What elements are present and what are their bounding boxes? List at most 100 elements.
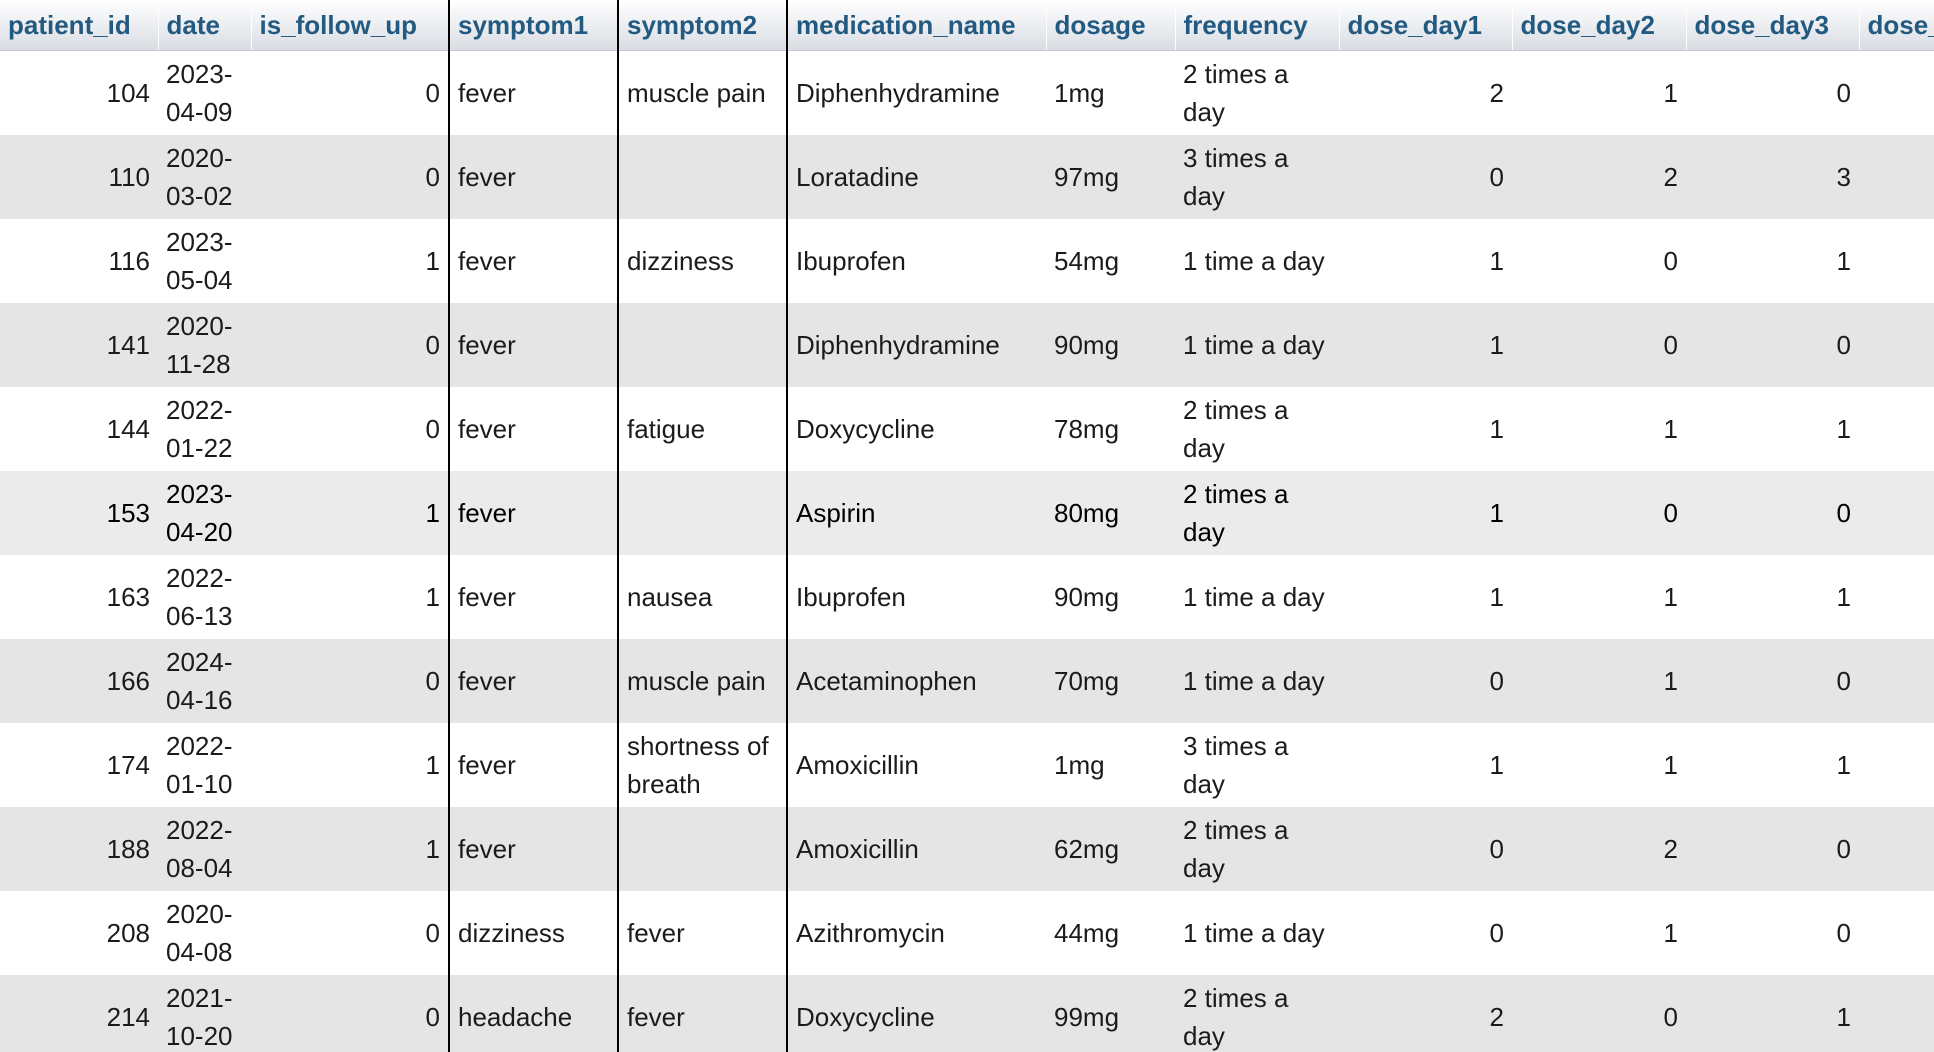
cell-medication-name[interactable]: Ibuprofen <box>786 555 1046 639</box>
cell-dosage[interactable]: 1mg <box>1046 723 1175 807</box>
cell-symptom2[interactable]: fatigue <box>617 387 787 471</box>
cell-date[interactable]: 2020-11-28 <box>158 303 251 387</box>
cell-symptom1[interactable]: fever <box>448 471 618 555</box>
column-header-medication-name[interactable]: medication_name <box>786 0 1047 51</box>
cell-is-follow-up[interactable]: 0 <box>251 387 449 471</box>
cell-symptom2[interactable]: nausea <box>617 555 787 639</box>
cell-is-follow-up[interactable]: 0 <box>251 639 449 723</box>
cell-symptom1[interactable]: fever <box>448 135 618 219</box>
table-row[interactable]: 104 2023-04-09 0 fever muscle pain Diphenhydr… <box>0 50 1934 135</box>
cell-symptom2[interactable]: fever <box>617 891 787 975</box>
cell-dose-day1[interactable]: 1 <box>1339 555 1512 639</box>
cell-frequency[interactable]: 2 times a day <box>1175 471 1339 555</box>
cell-medication-name[interactable]: Amoxicillin <box>786 807 1046 891</box>
cell-symptom1[interactable]: fever <box>448 219 618 303</box>
cell-frequency[interactable]: 3 times a day <box>1175 723 1339 807</box>
cell-dose-day1[interactable]: 2 <box>1339 50 1512 135</box>
cell-dose-day3[interactable]: 1 <box>1686 219 1859 303</box>
cell-symptom2[interactable]: dizziness <box>617 219 787 303</box>
cell-frequency[interactable]: 2 times a day <box>1175 50 1339 135</box>
cell-dose-day3[interactable]: 1 <box>1686 555 1859 639</box>
table-row[interactable]: 174 2022-01-10 1 fever shortness of breath Am… <box>0 723 1934 807</box>
cell-patient-id[interactable]: 166 <box>0 639 158 723</box>
cell-medication-name[interactable]: Aspirin <box>786 471 1046 555</box>
cell-is-follow-up[interactable]: 1 <box>251 471 449 555</box>
cell-is-follow-up[interactable]: 0 <box>251 975 449 1052</box>
cell-patient-id[interactable]: 214 <box>0 975 158 1052</box>
cell-frequency[interactable]: 3 times a day <box>1175 135 1339 219</box>
cell-symptom1[interactable]: fever <box>448 723 618 807</box>
cell-symptom2[interactable]: fever <box>617 975 787 1052</box>
cell-date[interactable]: 2021-10-20 <box>158 975 251 1052</box>
cell-dosage[interactable]: 62mg <box>1046 807 1175 891</box>
cell-date[interactable]: 2020-03-02 <box>158 135 251 219</box>
cell-dosage[interactable]: 70mg <box>1046 639 1175 723</box>
cell-date[interactable]: 2022-01-10 <box>158 723 251 807</box>
cell-dose-day1[interactable]: 1 <box>1339 723 1512 807</box>
cell-symptom2[interactable] <box>617 135 787 219</box>
cell-frequency[interactable]: 2 times a day <box>1175 807 1339 891</box>
cell-dose-day2[interactable]: 0 <box>1512 303 1686 387</box>
cell-dose-day3[interactable]: 3 <box>1686 135 1859 219</box>
cell-dose-day2[interactable]: 1 <box>1512 891 1686 975</box>
cell-frequency[interactable]: 1 time a day <box>1175 219 1339 303</box>
cell-medication-name[interactable]: Amoxicillin <box>786 723 1046 807</box>
cell-patient-id[interactable]: 144 <box>0 387 158 471</box>
cell-patient-id[interactable]: 116 <box>0 219 158 303</box>
table-row[interactable]: 188 2022-08-04 1 fever Amoxicillin 62mg 2 time… <box>0 807 1934 891</box>
table-row[interactable]: 110 2020-03-02 0 fever Loratadine 97mg 3 times… <box>0 135 1934 219</box>
cell-frequency[interactable]: 1 time a day <box>1175 639 1339 723</box>
cell-symptom1[interactable]: fever <box>448 50 618 135</box>
cell-dose-day3[interactable]: 0 <box>1686 807 1859 891</box>
cell-dose-day2[interactable]: 0 <box>1512 471 1686 555</box>
cell-frequency[interactable]: 1 time a day <box>1175 555 1339 639</box>
column-header-dose-day1[interactable]: dose_day1 <box>1339 0 1513 51</box>
cell-dose-day2[interactable]: 1 <box>1512 50 1686 135</box>
cell-symptom1[interactable]: fever <box>448 555 618 639</box>
cell-dose-day3[interactable]: 0 <box>1686 471 1859 555</box>
cell-medication-name[interactable]: Doxycycline <box>786 975 1046 1052</box>
cell-frequency[interactable]: 1 time a day <box>1175 303 1339 387</box>
cell-dose-day3[interactable]: 0 <box>1686 50 1859 135</box>
cell-dose-day3[interactable]: 1 <box>1686 387 1859 471</box>
cell-symptom2[interactable] <box>617 303 787 387</box>
cell-dose-day2[interactable]: 1 <box>1512 555 1686 639</box>
cell-symptom2[interactable]: shortness of breath <box>617 723 787 807</box>
table-row[interactable]: 144 2022-01-22 0 fever fatigue Doxycycline 78m… <box>0 387 1934 471</box>
cell-is-follow-up[interactable]: 1 <box>251 723 449 807</box>
cell-dose-day2[interactable]: 2 <box>1512 135 1686 219</box>
cell-symptom1[interactable]: fever <box>448 303 618 387</box>
column-header-dosage[interactable]: dosage <box>1046 0 1176 51</box>
cell-dose-day2[interactable]: 1 <box>1512 723 1686 807</box>
column-header-symptom2[interactable]: symptom2 <box>617 0 788 51</box>
cell-dose-day1[interactable]: 0 <box>1339 807 1512 891</box>
table-row[interactable]: 116 2023-05-04 1 fever dizziness Ibuprofen 54m… <box>0 219 1934 303</box>
cell-frequency[interactable]: 1 time a day <box>1175 891 1339 975</box>
cell-dose-day4[interactable] <box>1859 555 1934 639</box>
cell-patient-id[interactable]: 208 <box>0 891 158 975</box>
cell-medication-name[interactable]: Acetaminophen <box>786 639 1046 723</box>
cell-date[interactable]: 2023-05-04 <box>158 219 251 303</box>
cell-patient-id[interactable]: 141 <box>0 303 158 387</box>
column-header-date[interactable]: date <box>158 0 252 51</box>
cell-dose-day1[interactable]: 1 <box>1339 303 1512 387</box>
column-header-dose-day2[interactable]: dose_day2 <box>1512 0 1687 51</box>
cell-medication-name[interactable]: Diphenhydramine <box>786 303 1046 387</box>
cell-is-follow-up[interactable]: 1 <box>251 555 449 639</box>
cell-dose-day4[interactable] <box>1859 639 1934 723</box>
cell-is-follow-up[interactable]: 1 <box>251 219 449 303</box>
cell-dose-day4[interactable] <box>1859 219 1934 303</box>
cell-dosage[interactable]: 78mg <box>1046 387 1175 471</box>
column-header-patient-id[interactable]: patient_id <box>0 0 159 51</box>
cell-dose-day1[interactable]: 1 <box>1339 219 1512 303</box>
cell-medication-name[interactable]: Ibuprofen <box>786 219 1046 303</box>
cell-symptom2[interactable] <box>617 471 787 555</box>
cell-medication-name[interactable]: Azithromycin <box>786 891 1046 975</box>
cell-is-follow-up[interactable]: 1 <box>251 807 449 891</box>
cell-patient-id[interactable]: 163 <box>0 555 158 639</box>
table-row[interactable]: 214 2021-10-20 0 headache fever Doxycycline 99… <box>0 975 1934 1052</box>
cell-dose-day2[interactable]: 1 <box>1512 639 1686 723</box>
cell-dose-day3[interactable]: 0 <box>1686 639 1859 723</box>
table-row[interactable]: 163 2022-06-13 1 fever nausea Ibuprofen 90mg 1 … <box>0 555 1934 639</box>
cell-dosage[interactable]: 80mg <box>1046 471 1175 555</box>
